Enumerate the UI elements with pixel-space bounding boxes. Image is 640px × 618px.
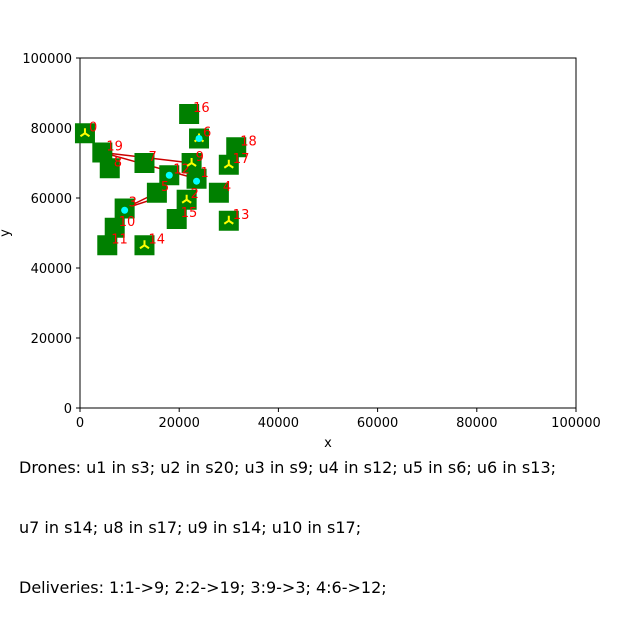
drone-marker bbox=[223, 215, 234, 225]
station-label: 18 bbox=[240, 134, 257, 149]
package-marker bbox=[165, 171, 173, 179]
station-label: 8 bbox=[114, 155, 122, 170]
station-label: 12 bbox=[173, 162, 190, 177]
station-label: 0 bbox=[89, 120, 97, 135]
station-label: 13 bbox=[233, 208, 250, 223]
y-tick-label: 40000 bbox=[31, 262, 72, 277]
station-marker bbox=[104, 217, 125, 238]
station-label: 4 bbox=[223, 180, 231, 195]
station-label: 7 bbox=[148, 150, 156, 165]
y-tick-label: 60000 bbox=[31, 192, 72, 207]
station-marker bbox=[208, 182, 229, 203]
station-label: 2 bbox=[191, 187, 199, 202]
y-tick-label: 0 bbox=[64, 402, 72, 417]
station-marker bbox=[134, 153, 155, 173]
drone-marker bbox=[223, 159, 234, 169]
station-label: 5 bbox=[161, 180, 169, 195]
x-tick-label: 60000 bbox=[357, 416, 398, 431]
plot-frame bbox=[79, 57, 577, 409]
caption-line-2: u7 in s14; u8 in s17; u9 in s14; u10 in … bbox=[19, 518, 362, 537]
axes: 0 20000 40000 60000 80000 1000000200004000060… bbox=[22, 52, 600, 431]
caption-line-3: Deliveries: 1:1->9; 2:2->19; 3:9->3; 4:6… bbox=[19, 578, 387, 597]
drone-marker bbox=[186, 158, 197, 167]
station-marker bbox=[92, 142, 113, 163]
station-label: 15 bbox=[181, 206, 198, 221]
drone-marker bbox=[139, 240, 150, 250]
markers bbox=[79, 128, 234, 250]
x-tick-label: 80000 bbox=[456, 416, 497, 431]
y-tick-label: 100000 bbox=[22, 52, 72, 67]
y-tick-label: 80000 bbox=[31, 122, 72, 137]
drone-marker bbox=[181, 194, 192, 204]
caption-line-1: Drones: u1 in s3; u2 in s20; u3 in s9; u… bbox=[19, 458, 557, 477]
station-label: 3 bbox=[129, 196, 137, 211]
station-marker bbox=[226, 137, 247, 158]
station-marker bbox=[179, 104, 200, 124]
x-tick-label: 100000 bbox=[551, 416, 601, 431]
station-marker bbox=[97, 235, 118, 256]
drone-marker bbox=[79, 128, 91, 138]
package-marker bbox=[121, 206, 129, 214]
station-marker bbox=[99, 158, 120, 179]
package-marker bbox=[193, 177, 201, 185]
station-label: 1 bbox=[201, 166, 209, 181]
x-tick-label: 0 bbox=[76, 416, 84, 431]
package-marker bbox=[195, 135, 203, 142]
station-label: 11 bbox=[111, 232, 128, 247]
station-marker bbox=[146, 182, 167, 203]
caption: Drones: u1 in s3; u2 in s20; u3 in s9; u… bbox=[19, 418, 556, 618]
station-label: 9 bbox=[196, 150, 204, 165]
station-label: 6 bbox=[203, 126, 211, 141]
station-marker bbox=[166, 209, 187, 229]
chart: 0 20000 40000 60000 80000 1000000200004000060… bbox=[0, 52, 601, 451]
station-label: 10 bbox=[119, 215, 136, 230]
station-label: 16 bbox=[193, 101, 210, 116]
station-label: 17 bbox=[233, 152, 250, 167]
station-label: 14 bbox=[148, 232, 165, 247]
x-tick-label: 20000 bbox=[159, 416, 200, 431]
x-tick-label: 40000 bbox=[258, 416, 299, 431]
station-label: 19 bbox=[106, 140, 123, 155]
y-tick-label: 20000 bbox=[31, 332, 72, 347]
x-axis-label: x bbox=[324, 436, 332, 451]
y-axis-label: y bbox=[0, 229, 13, 237]
